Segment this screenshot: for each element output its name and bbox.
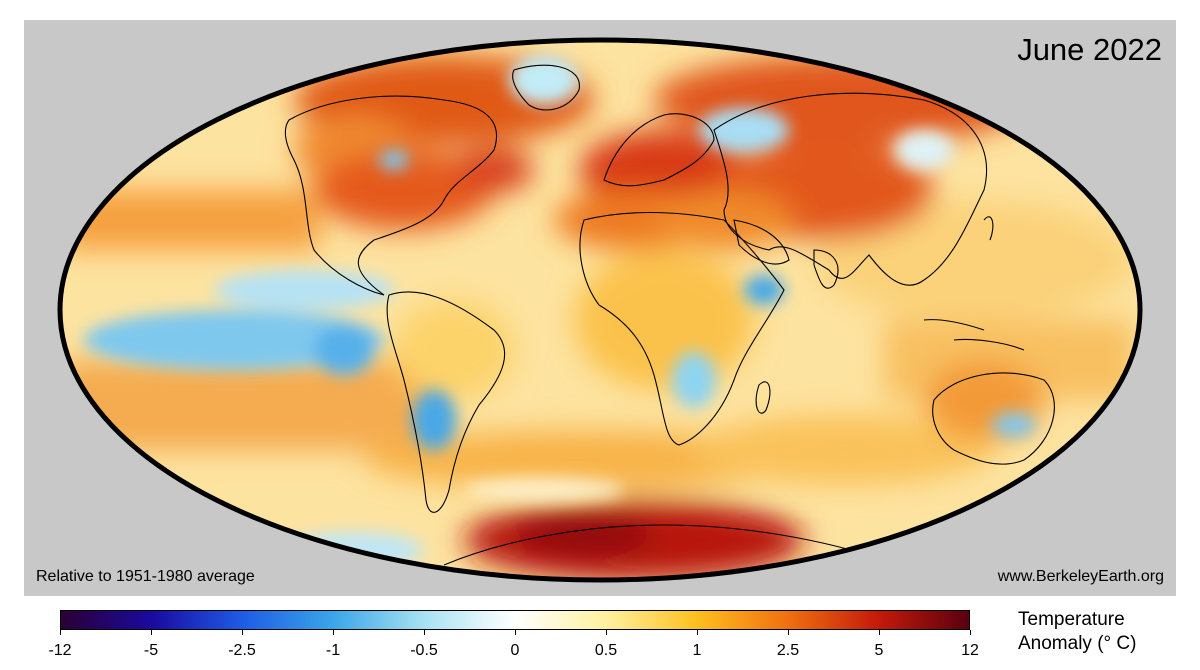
colorbar-tick-label: -0.5 [410,642,438,659]
colorbar-tick-label: 12 [961,642,979,659]
colorbar-tick-label: -5 [143,642,159,659]
map-panel: June 2022 Relative to 1951-1980 average … [24,20,1176,596]
colorbar-tick [788,630,789,635]
colorbar-tick-label: -12 [48,642,72,659]
legend-title-line2: Anomaly (° C) [1018,633,1137,654]
colorbar-tick [242,630,243,635]
colorbar-tick [970,630,971,635]
colorbar-tick [697,630,698,635]
colorbar-tick [333,630,334,635]
colorbar-tick-label: -1 [325,642,341,659]
colorbar-tick [60,630,61,635]
map-title: June 2022 [1017,32,1162,67]
globe-border [57,37,1143,583]
colorbar-tick [606,630,607,635]
colorbar-tick [151,630,152,635]
anomaly-map [57,37,1143,583]
colorbar-tick-label: 1 [692,642,702,659]
color-scale: -12 -5 -2.5 -1 -0.5 0 0.5 1 2.5 5 12 Temperature A… [0,600,1200,670]
colorbar-tick-label: 2.5 [776,642,800,659]
colorbar-tick-label: 0.5 [594,642,618,659]
colorbar-tick [879,630,880,635]
baseline-note: Relative to 1951-1980 average [36,568,255,585]
source-url: www.BerkeleyEarth.org [997,568,1164,585]
colorbar [60,610,970,630]
colorbar-tick [515,630,516,635]
colorbar-tick-label: 5 [874,642,884,659]
colorbar-tick [424,630,425,635]
colorbar-tick-label: 0 [510,642,520,659]
legend-title: Temperature Anomaly (° C) [1018,608,1136,656]
anomaly-field [60,40,1140,580]
colorbar-tick-label: -2.5 [228,642,256,659]
legend-title-line1: Temperature [1018,609,1125,630]
coastlines [284,64,1085,566]
